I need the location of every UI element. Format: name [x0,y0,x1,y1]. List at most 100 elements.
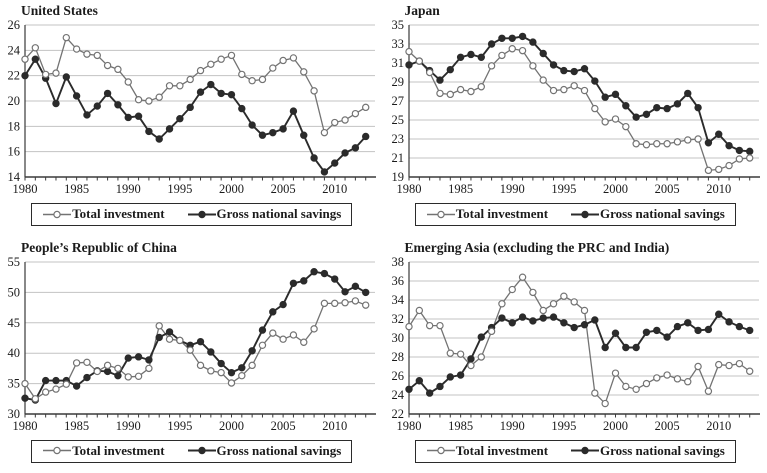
svg-text:45: 45 [8,315,21,329]
svg-text:36: 36 [391,274,404,288]
svg-text:2010: 2010 [706,419,731,433]
legend-label: Total investment [455,442,549,458]
svg-text:1990: 1990 [116,419,141,433]
svg-text:2005: 2005 [654,419,679,433]
legend: Total investment Gross national savings [31,439,353,463]
svg-text:22: 22 [8,69,21,83]
line-chart-plot: 19 21 23 25 27 29 31 33 35 1980 1985 1990 1995 2000 20… [391,20,760,196]
chart-panel-emerging-asia: Emerging Asia (excluding the PRC and Ind… [384,237,767,473]
legend-item-total-investment: Total investment [42,206,165,222]
gross-national-savings-marker-icon [571,446,600,455]
svg-text:2000: 2000 [219,182,244,196]
svg-text:27: 27 [391,94,404,108]
svg-text:1980: 1980 [396,182,421,196]
svg-text:40: 40 [8,346,21,360]
svg-text:55: 55 [8,257,21,269]
svg-text:30: 30 [391,331,404,345]
svg-text:26: 26 [391,369,404,383]
svg-text:1990: 1990 [499,419,524,433]
svg-text:24: 24 [391,388,404,402]
svg-text:33: 33 [391,37,404,51]
svg-text:34: 34 [391,293,404,307]
line-chart-plot: 22 24 26 28 30 32 34 36 38 1980 1985 1990 1995 2000 20… [391,257,760,433]
svg-text:2000: 2000 [602,182,627,196]
legend-item-gross-national-savings: Gross national savings [570,206,725,222]
svg-text:1995: 1995 [167,182,192,196]
svg-text:1990: 1990 [116,182,141,196]
legend-row: Total investment Gross national savings [384,203,767,226]
svg-text:2010: 2010 [322,419,347,433]
svg-text:16: 16 [8,145,21,159]
svg-text:32: 32 [391,312,404,326]
svg-text:19: 19 [391,170,404,184]
svg-text:2005: 2005 [654,182,679,196]
svg-text:1980: 1980 [13,182,38,196]
gross-national-savings-marker-icon [187,446,216,455]
svg-text:1990: 1990 [499,182,524,196]
svg-text:35: 35 [8,376,21,390]
svg-text:1985: 1985 [64,419,89,433]
legend-item-total-investment: Total investment [426,206,548,222]
svg-text:50: 50 [8,285,21,299]
svg-text:25: 25 [391,113,404,127]
svg-text:30: 30 [8,407,21,421]
svg-text:2000: 2000 [219,419,244,433]
chart-panel-japan: Japan 19 21 23 25 27 29 31 33 35 1980 1985 1990 1995… [384,0,767,237]
svg-text:28: 28 [391,350,404,364]
svg-text:22: 22 [391,407,404,421]
svg-text:29: 29 [391,75,404,89]
svg-text:1980: 1980 [396,419,421,433]
svg-text:38: 38 [391,257,404,269]
legend-label: Gross national savings [216,442,342,458]
svg-text:18: 18 [8,119,21,133]
legend: Total investment Gross national savings [414,203,736,226]
svg-text:31: 31 [391,56,404,70]
svg-text:24: 24 [8,43,21,57]
svg-text:35: 35 [391,20,404,32]
chart-title: United States [21,3,98,18]
svg-text:1985: 1985 [448,419,473,433]
svg-text:2010: 2010 [322,182,347,196]
legend-label: Total investment [455,206,549,221]
legend-row: Total investment Gross national savings [0,203,384,226]
legend-row: Total investment Gross national savings [0,439,384,463]
legend-item-gross-national-savings: Gross national savings [570,443,725,459]
svg-text:1995: 1995 [551,419,576,433]
legend-item-total-investment: Total investment [426,443,548,459]
legend: Total investment Gross national savings [31,203,353,226]
svg-text:1995: 1995 [551,182,576,196]
legend-label: Gross national savings [600,206,725,221]
chart-panel-united-states: United States 14 16 18 20 22 24 26 1980 1985 1990… [0,0,384,237]
gross-national-savings-marker-icon [187,210,216,218]
chart-title: Emerging Asia (excluding the PRC and Ind… [404,239,670,255]
legend-item-total-investment: Total investment [42,442,165,459]
chart-title: People’s Republic of China [21,239,177,255]
svg-text:1980: 1980 [13,419,38,433]
line-chart-plot: 14 16 18 20 22 24 26 1980 1985 1990 1995 2000 2005 20… [8,20,376,196]
legend-item-gross-national-savings: Gross national savings [187,442,342,459]
legend: Total investment Gross national savings [414,439,736,463]
svg-text:1985: 1985 [64,182,89,196]
svg-text:21: 21 [391,151,404,165]
legend-label: Total investment [72,206,165,221]
svg-text:14: 14 [8,170,21,184]
legend-item-gross-national-savings: Gross national savings [187,206,342,222]
line-chart-plot: 30 35 40 45 50 55 1980 1985 1990 1995 2000 2005 2010 [8,257,376,433]
legend-label: Gross national savings [216,206,342,221]
total-investment-marker-icon [43,210,72,218]
svg-text:23: 23 [391,132,404,146]
svg-text:20: 20 [8,94,21,108]
svg-text:2000: 2000 [602,419,627,433]
svg-text:2010: 2010 [706,182,731,196]
svg-text:26: 26 [8,20,21,32]
chart-title: Japan [404,3,440,18]
total-investment-marker-icon [426,210,455,218]
gross-national-savings-marker-icon [571,210,600,218]
svg-text:1985: 1985 [448,182,473,196]
svg-text:2005: 2005 [271,182,296,196]
legend-row: Total investment Gross national savings [384,439,767,463]
svg-text:2005: 2005 [271,419,296,433]
chart-panel-china: People’s Republic of China 30 35 40 45 50 55 1… [0,237,384,473]
legend-label: Total investment [72,442,165,458]
